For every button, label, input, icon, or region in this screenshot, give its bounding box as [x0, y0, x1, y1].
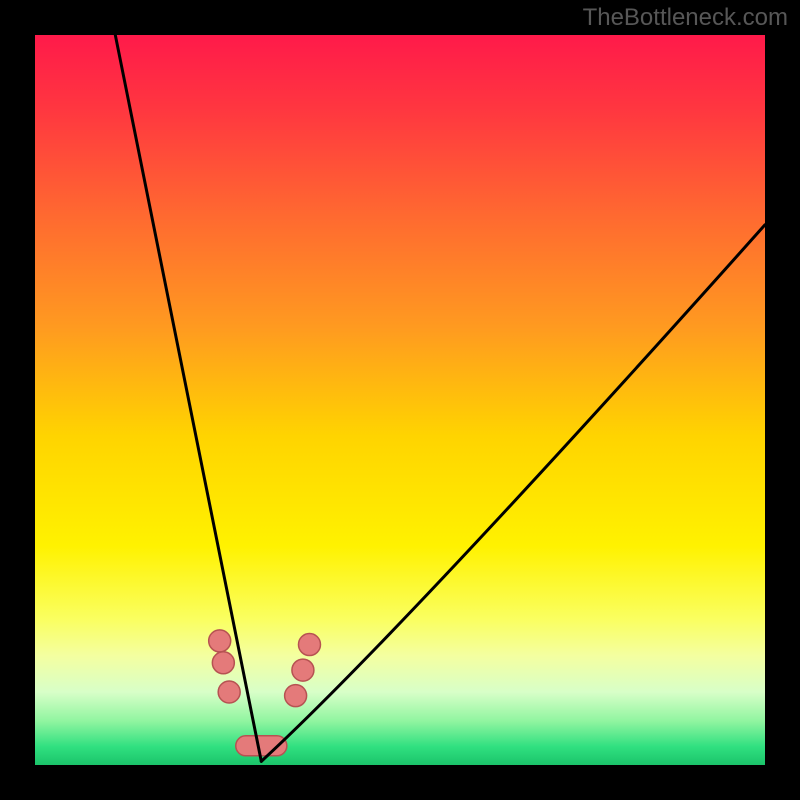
- data-marker: [218, 681, 240, 703]
- gradient-background: [35, 35, 765, 765]
- chart-container: TheBottleneck.com: [0, 0, 800, 800]
- data-marker: [285, 685, 307, 707]
- plot-svg: [35, 35, 765, 765]
- data-marker: [209, 630, 231, 652]
- plot-area: [35, 35, 765, 765]
- watermark-label: TheBottleneck.com: [583, 4, 788, 32]
- data-marker: [298, 634, 320, 656]
- data-marker: [292, 659, 314, 681]
- data-marker: [212, 652, 234, 674]
